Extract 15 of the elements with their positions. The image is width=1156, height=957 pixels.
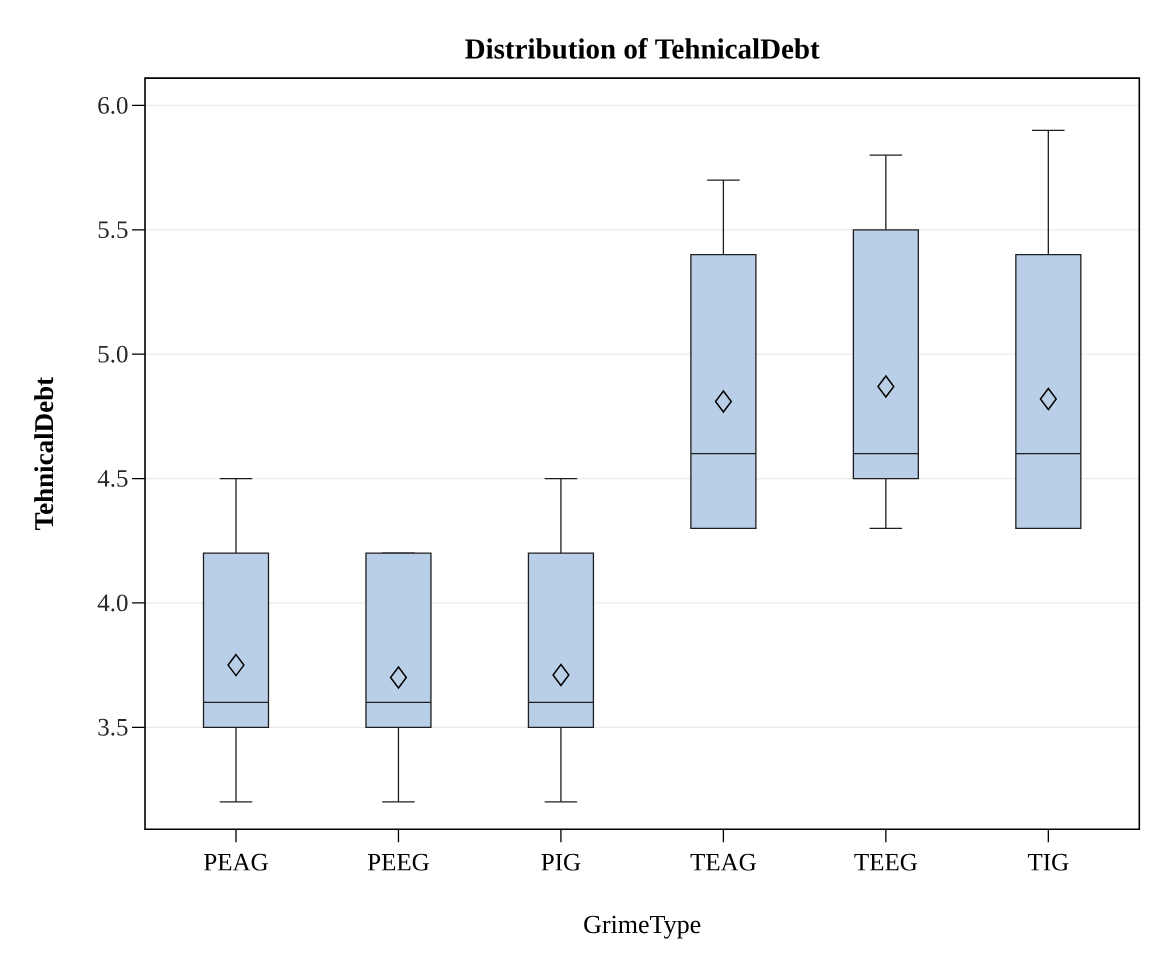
y-axis-title: TehnicalDebt bbox=[34, 377, 54, 531]
y-tick-label: 4.5 bbox=[97, 470, 128, 487]
y-tick-label: 6.0 bbox=[98, 96, 128, 114]
x-tick-label: PIG bbox=[541, 853, 581, 871]
x-tick-label: TEEG bbox=[854, 853, 918, 871]
y-tick-label: 5.5 bbox=[98, 221, 128, 239]
x-axis-title: GrimeType bbox=[584, 915, 701, 939]
y-tick-label: 5.0 bbox=[98, 345, 128, 363]
y-tick-label: 3.5 bbox=[98, 718, 128, 736]
x-tick-label: PEEG bbox=[367, 853, 429, 871]
x-tick-label: TEAG bbox=[690, 853, 756, 871]
y-tick-label: 4.0 bbox=[97, 594, 128, 612]
x-tick-label: TIG bbox=[1027, 853, 1069, 871]
chart-title: Distribution of TehnicalDebt bbox=[465, 38, 820, 59]
x-tick-label: PEAG bbox=[204, 853, 268, 871]
